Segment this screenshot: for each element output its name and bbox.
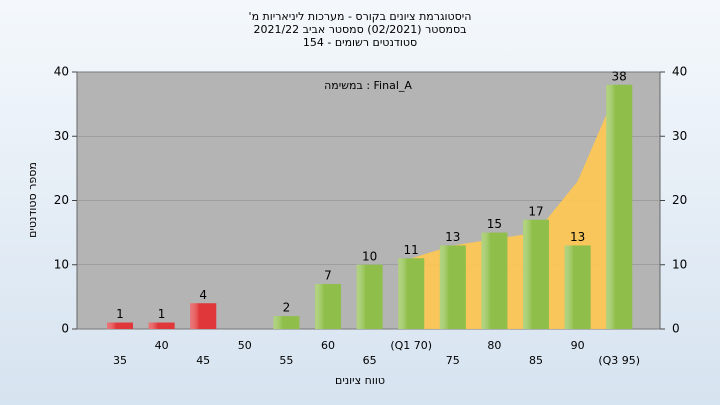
bar-shine xyxy=(107,322,133,329)
value-label: 13 xyxy=(445,230,460,244)
bar-shine xyxy=(148,322,175,329)
x-tick-label: 50 xyxy=(238,339,252,352)
y2-tick-label: 30 xyxy=(672,129,687,143)
title-line: בסמסטר (02/2021) סמסטר אביב 2021/22 xyxy=(253,23,466,36)
bar-shine xyxy=(481,232,508,329)
x-tick-label: 75 xyxy=(446,354,460,367)
y-axis-label: מספר סטודנטים xyxy=(26,162,39,238)
x-tick-label: (Q1 70) xyxy=(390,339,432,352)
value-label: 38 xyxy=(612,69,627,83)
bar-shine xyxy=(356,264,383,329)
bar-shine xyxy=(523,219,549,329)
y2-tick-label: 20 xyxy=(672,193,687,207)
x-tick-label: 80 xyxy=(487,339,501,352)
y2-tick-label: 40 xyxy=(672,65,687,79)
bar-shine xyxy=(273,316,300,329)
y2-tick-label: 0 xyxy=(672,322,680,336)
x-tick-label: 55 xyxy=(279,354,293,367)
x-tick-label: 90 xyxy=(571,339,585,352)
value-label: 2 xyxy=(283,301,291,315)
bar-shine xyxy=(439,245,466,329)
bar-shine xyxy=(398,258,425,329)
bar-shine xyxy=(564,245,591,329)
y-tick-label: 0 xyxy=(61,322,69,336)
x-tick-label: 40 xyxy=(155,339,169,352)
x-tick-label: (Q3 95) xyxy=(598,354,640,367)
x-tick-label: 35 xyxy=(113,354,127,367)
value-label: 15 xyxy=(487,217,502,231)
y2-tick-label: 10 xyxy=(672,257,687,271)
value-label: 1 xyxy=(116,307,124,321)
value-label: 13 xyxy=(570,230,585,244)
value-label: 11 xyxy=(404,243,419,257)
annotation: במשימה : Final_A xyxy=(324,79,412,92)
x-tick-label: 45 xyxy=(196,354,210,367)
x-tick-label: 60 xyxy=(321,339,335,352)
value-label: 4 xyxy=(199,288,207,302)
title-line: היסטוגרמת ציונים בקורס - מערכות ליניאריו… xyxy=(249,10,472,23)
title-line: סטודנטים רשומים - 154 xyxy=(303,36,417,49)
y-tick-label: 20 xyxy=(54,193,69,207)
value-label: 10 xyxy=(362,249,377,263)
x-tick-label: 85 xyxy=(529,354,543,367)
bar-shine xyxy=(606,84,633,329)
value-label: 7 xyxy=(324,269,332,283)
y-tick-label: 30 xyxy=(54,129,69,143)
value-label: 17 xyxy=(528,204,543,218)
bar-shine xyxy=(315,284,341,329)
x-axis-label: טווח ציונים xyxy=(335,374,385,387)
bar-shine xyxy=(190,303,217,329)
x-tick-label: 65 xyxy=(363,354,377,367)
y-tick-label: 40 xyxy=(54,65,69,79)
value-label: 1 xyxy=(158,307,166,321)
y-tick-label: 10 xyxy=(54,257,69,271)
